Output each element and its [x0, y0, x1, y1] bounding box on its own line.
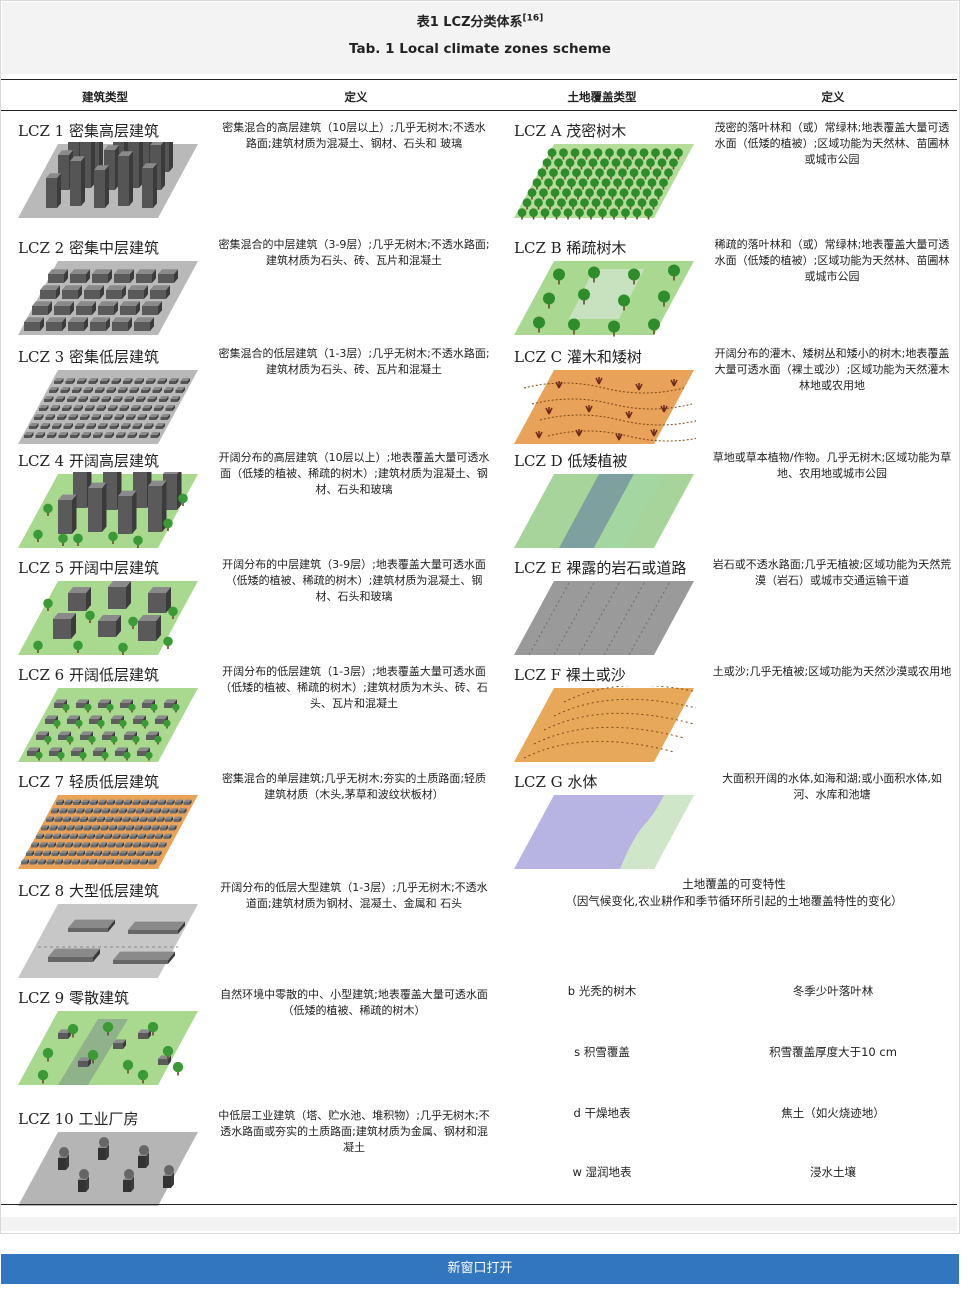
- table-title-en: Tab. 1 Local climate zones scheme: [349, 41, 611, 57]
- land-row-definition: 大面积开阔的水体,如海和湖;或小面积水体,如河、水库和池塘: [722, 772, 942, 801]
- built-zone-illustration: [18, 579, 200, 663]
- built-row-definition: 开阔分布的低层大型建筑（1-3层）;几乎无树木;不透水道面;建筑材质为钢材、混凝…: [220, 881, 488, 910]
- built-zone-image: [18, 1011, 198, 1085]
- land-zone-image: [514, 684, 715, 762]
- variable-def-w: 浸水土壤: [810, 1165, 856, 1179]
- land-zone-image: [514, 581, 694, 656]
- built-row-label: LCZ 7 轻质低层建筑: [18, 773, 159, 791]
- land-zone-image: [514, 474, 694, 548]
- variable-type-b: b 光秃的树木: [567, 984, 637, 998]
- built-zone-image: [18, 370, 198, 444]
- open-new-window-button[interactable]: 新窗口打开: [1, 1254, 959, 1284]
- built-zone-image: [18, 904, 198, 978]
- land-zone-illustration: [514, 579, 696, 663]
- land-row-definition: 土或沙;几乎无植被;区域功能为天然沙漠或农用地: [712, 665, 952, 678]
- rule-top: [1, 79, 957, 80]
- built-zone-illustration: [18, 902, 200, 986]
- land-row-definition: 岩石或不透水路面;几乎无植被;区域功能为天然荒漠（岩石）或城市交通运输干道: [712, 558, 952, 587]
- variable-type-d: d 干燥地表: [573, 1106, 631, 1120]
- built-row-definition: 自然环境中零散的中、小型建筑;地表覆盖大量可透水面（低矮的植被、稀疏的树木）: [220, 988, 488, 1017]
- land-zone-illustration: [514, 368, 709, 452]
- land-zone-image: [514, 370, 709, 444]
- variable-def-b: 冬季少叶落叶林: [792, 984, 874, 998]
- built-row-definition: 密集混合的单层建筑;几乎无树木;夯实的土质路面;轻质建筑材质（木头,茅草和波纹状…: [221, 772, 487, 801]
- built-row-label: LCZ 1 密集高层建筑: [18, 122, 159, 140]
- header-built-type: 建筑类型: [82, 90, 128, 104]
- built-row-label: LCZ 10 工业厂房: [18, 1110, 139, 1128]
- variable-type-s: s 积雪覆盖: [574, 1045, 630, 1059]
- land-row-label: LCZ A 茂密树木: [514, 122, 627, 140]
- header-definition-2: 定义: [821, 90, 845, 104]
- land-row-label: LCZ G 水体: [514, 773, 598, 791]
- built-row-definition: 开阔分布的高层建筑（10层以上）;地表覆盖大量可透水面（低矮的植被、稀疏的树木）…: [218, 451, 490, 496]
- land-row-definition: 开阔分布的灌木、矮树丛和矮小的树木;地表覆盖大量可透水面（裸土或沙）;区域功能为…: [714, 347, 950, 392]
- variable-title: 土地覆盖的可变特性: [682, 877, 786, 891]
- built-zone-image: [18, 456, 198, 548]
- built-row-definition: 开阔分布的低层建筑（1-3层）;地表覆盖大量可透水面（低矮的植被、稀疏的树木）;…: [220, 665, 488, 710]
- land-row-definition: 茂密的落叶林和（或）常绿林;地表覆盖大量可透水面（低矮的植被）;区域功能为天然林…: [714, 121, 950, 166]
- header-land-type: 土地覆盖类型: [567, 90, 637, 104]
- built-row-label: LCZ 6 开阔低层建筑: [18, 666, 159, 684]
- built-zone-illustration: [18, 456, 200, 556]
- land-row-definition: 草地或草本植物/作物。几乎无树木;区域功能为草地、农用地或城市公园: [712, 451, 952, 480]
- land-row-label: LCZ D 低矮植被: [514, 452, 628, 470]
- built-row-label: LCZ 2 密集中层建筑: [18, 239, 159, 257]
- rule-header: [1, 110, 957, 111]
- built-zone-image: [18, 261, 198, 335]
- land-zone-illustration: [514, 684, 715, 770]
- land-row-label: LCZ B 稀疏树木: [514, 239, 627, 257]
- built-zone-image: [18, 688, 198, 762]
- rule-bottom: [1, 1204, 957, 1205]
- built-row-label: LCZ 5 开阔中层建筑: [18, 559, 159, 577]
- built-zone-image: [18, 581, 198, 655]
- built-row-definition: 密集混合的高层建筑（10层以上）;几乎无树木;不透水路面;建筑材质为混凝土、钢材…: [222, 121, 486, 150]
- built-zone-illustration: [18, 1130, 200, 1214]
- reference-mark[interactable]: [16]: [522, 13, 544, 24]
- built-row-definition: 密集混合的中层建筑（3-9层）;几乎无树木;不透水路面;建筑材质为石头、砖、瓦片…: [218, 238, 490, 267]
- built-row-label: LCZ 9 零散建筑: [18, 989, 129, 1007]
- land-zone-illustration: [514, 142, 696, 226]
- land-row-label: LCZ E 裸露的岩石或道路: [514, 559, 687, 577]
- land-zone-illustration: [514, 793, 696, 877]
- variable-def-s: 积雪覆盖厚度大于10 cm: [769, 1045, 897, 1059]
- built-zone-illustration: [18, 368, 200, 452]
- built-zone-image: [18, 1132, 198, 1206]
- built-row-definition: 中低层工业建筑（塔、贮水池、堆积物）;几乎无树木;不透水路面或夯实的土质路面;建…: [218, 1109, 490, 1154]
- land-zone-image: [514, 261, 694, 337]
- header-definition-1: 定义: [344, 90, 368, 104]
- variable-type-w: w 湿润地表: [572, 1165, 632, 1179]
- land-row-definition: 稀疏的落叶林和（或）常绿林;地表覆盖大量可透水面（低矮的植被）;区域功能为天然林…: [714, 238, 950, 283]
- built-zone-illustration: [18, 686, 200, 770]
- built-zone-image: [18, 795, 198, 869]
- land-zone-image: [514, 144, 694, 220]
- built-zone-illustration: [18, 259, 200, 343]
- land-row-label: LCZ F 裸土或沙: [514, 666, 626, 684]
- built-row-label: LCZ 3 密集低层建筑: [18, 348, 159, 366]
- built-row-definition: 开阔分布的中层建筑（3-9层）;地表覆盖大量可透水面（低矮的植被、稀疏的树木）;…: [222, 558, 486, 603]
- built-zone-illustration: [18, 793, 200, 877]
- built-row-definition: 密集混合的低层建筑（1-3层）;几乎无树木;不透水路面;建筑材质为石头、砖、瓦片…: [218, 347, 490, 376]
- table-title-cn: 表1 LCZ分类体系[16]: [416, 13, 544, 30]
- table-caption: 表1 LCZ分类体系[16] Tab. 1 Local climate zone…: [2, 2, 958, 74]
- variable-def-d: 焦土（如火烧迹地）: [781, 1106, 885, 1120]
- built-zone-illustration: [18, 1009, 200, 1093]
- variable-subtitle: （因气候变化,农业耕作和季节循环所引起的土地覆盖特性的变化）: [565, 894, 903, 908]
- built-row-label: LCZ 4 开阔高层建筑: [18, 452, 159, 470]
- land-zone-illustration: [514, 259, 696, 343]
- land-row-label: LCZ C 灌木和矮树: [514, 348, 642, 366]
- land-zone-illustration: [514, 472, 696, 556]
- built-zone-image: [18, 105, 198, 218]
- footer-strip: [1, 1217, 957, 1231]
- land-zone-image: [514, 795, 694, 869]
- built-row-label: LCZ 8 大型低层建筑: [18, 882, 159, 900]
- built-zone-illustration: [18, 105, 200, 226]
